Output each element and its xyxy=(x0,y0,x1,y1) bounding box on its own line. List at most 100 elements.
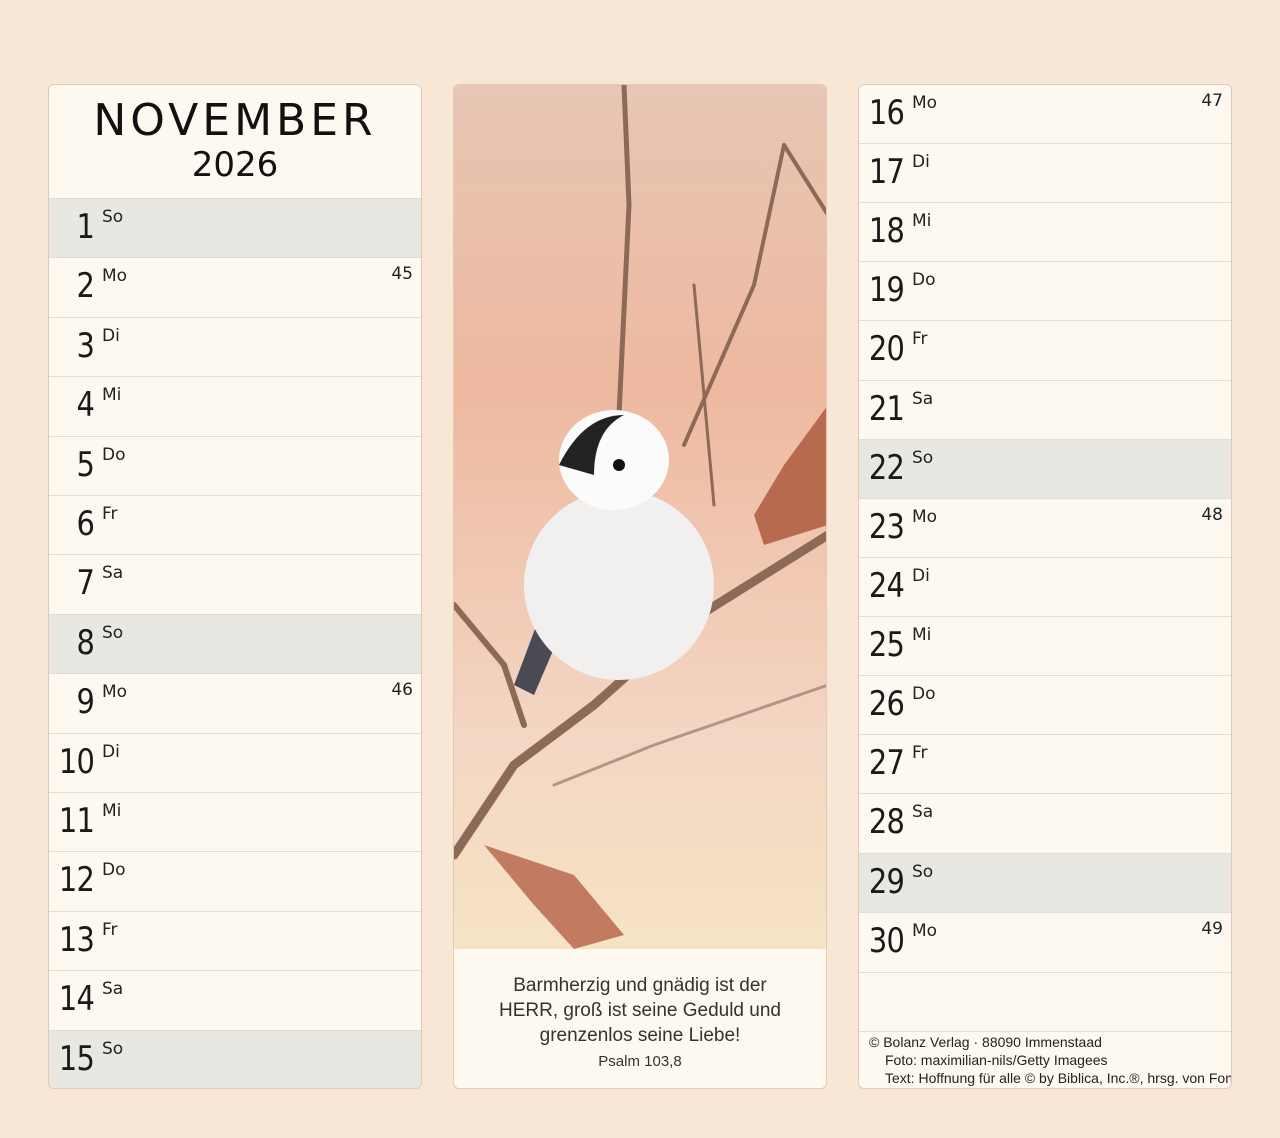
weekday: So xyxy=(102,622,124,643)
day-number: 30 xyxy=(868,920,905,961)
day-row: 12 Do xyxy=(49,851,421,910)
weekday: Do xyxy=(912,270,936,291)
credit-line: Foto: maximilian-nils/Getty Imagees xyxy=(885,1051,1108,1068)
day-number: 28 xyxy=(868,802,905,843)
day-row: 21 Sa xyxy=(859,379,1231,439)
week-number: 49 xyxy=(1201,918,1223,939)
day-number: 22 xyxy=(868,447,905,488)
weekday: Mo xyxy=(102,682,128,703)
day-row: 27 Fr xyxy=(859,734,1231,793)
day-number: 6 xyxy=(76,504,94,544)
day-row: 29 So xyxy=(859,852,1231,912)
day-number: 16 xyxy=(868,93,905,133)
weekday: So xyxy=(912,447,934,468)
weekday: Mi xyxy=(912,211,932,232)
weekday: Sa xyxy=(102,979,124,1000)
weekday: Do xyxy=(102,860,126,881)
day-row: 25 Mi xyxy=(859,616,1231,675)
day-row: 24 Di xyxy=(859,556,1231,616)
day-number: 21 xyxy=(868,388,905,429)
day-row: 2 Mo 45 xyxy=(49,257,421,316)
day-number: 19 xyxy=(868,270,905,311)
weekday: Mi xyxy=(102,385,122,406)
quote-box: Barmherzig und gnädig ist der HERR, groß … xyxy=(454,949,826,1088)
day-number: 29 xyxy=(868,861,905,902)
left-panel: NOVEMBER 2026 1 So 2 Mo 45 3 Di 4 Mi 5 Do 6 Fr 7 Sa 8 So… xyxy=(48,84,422,1089)
day-row: 30 Mo 49 xyxy=(859,911,1231,971)
day-number: 3 xyxy=(76,325,94,366)
day-number: 14 xyxy=(58,979,95,1020)
day-number: 15 xyxy=(58,1038,95,1079)
day-row: 23 Mo 48 xyxy=(859,497,1231,557)
day-row: 15 So xyxy=(49,1029,421,1088)
day-number: 25 xyxy=(868,625,905,666)
week-number: 47 xyxy=(1201,91,1223,111)
weekday: Sa xyxy=(102,563,124,584)
day-number: 5 xyxy=(76,444,94,485)
day-row: 10 Di xyxy=(49,732,421,792)
day-number: 24 xyxy=(868,565,905,606)
day-row: 7 Sa xyxy=(49,554,421,613)
day-number: 26 xyxy=(868,684,905,725)
day-number: 12 xyxy=(58,860,95,901)
day-row: 14 Sa xyxy=(49,970,421,1029)
day-number: 7 xyxy=(76,563,94,604)
day-number: 4 xyxy=(76,385,94,426)
photo-panel: Barmherzig und gnädig ist der HERR, groß … xyxy=(453,84,827,1089)
day-row: 13 Fr xyxy=(49,910,421,970)
day-number: 20 xyxy=(868,329,905,370)
day-number: 1 xyxy=(76,207,94,247)
weekday: Di xyxy=(912,565,930,586)
day-row: 11 Mi xyxy=(49,792,421,851)
weekday: Di xyxy=(102,325,120,346)
right-panel: 16 Mo 47 17 Di 18 Mi 19 Do 20 Fr 21 Sa 22 So 23 Mo 48 24 Di… xyxy=(858,84,1232,1089)
credit-line: Text: Hoffnung für alle © by Biblica, In… xyxy=(885,1069,1232,1086)
quote-line: Barmherzig und gnädig ist der xyxy=(513,975,767,996)
weekday: Mi xyxy=(912,625,932,646)
day-number: 27 xyxy=(868,743,905,784)
day-row: 17 Di xyxy=(859,143,1231,202)
week-number: 46 xyxy=(391,680,413,701)
weekday: Sa xyxy=(912,388,934,409)
weekday: Fr xyxy=(102,504,118,524)
weekday: Mo xyxy=(102,266,128,287)
weekday: Sa xyxy=(912,802,934,823)
day-row: 4 Mi xyxy=(49,376,421,435)
day-row: 18 Mi xyxy=(859,202,1231,261)
weekday: Mo xyxy=(912,920,938,941)
quote-line: grenzenlos seine Liebe! xyxy=(539,1025,741,1046)
day-row: 26 Do xyxy=(859,675,1231,734)
day-row: 9 Mo 46 xyxy=(49,673,421,732)
weekday: Fr xyxy=(912,329,928,350)
day-row: 6 Fr xyxy=(49,495,421,554)
day-row: 8 So xyxy=(49,613,421,674)
weekday: So xyxy=(102,207,124,227)
empty-row xyxy=(859,971,1231,1031)
photo xyxy=(454,85,826,949)
week-number: 48 xyxy=(1201,504,1223,525)
day-row: 5 Do xyxy=(49,435,421,495)
weekday: Do xyxy=(102,444,126,465)
day-number: 8 xyxy=(76,622,94,663)
day-row: 20 Fr xyxy=(859,320,1231,379)
weekday: So xyxy=(912,861,934,882)
weekday: So xyxy=(102,1038,124,1059)
weekday: Fr xyxy=(912,743,928,764)
week-number: 45 xyxy=(391,264,413,285)
day-row: 19 Do xyxy=(859,261,1231,320)
weekday: Di xyxy=(912,152,930,173)
day-number: 2 xyxy=(76,266,94,307)
weekday: Mi xyxy=(102,801,122,821)
day-number: 13 xyxy=(58,919,95,960)
quote-source: Psalm 103,8 xyxy=(598,1053,682,1070)
day-row: 1 So xyxy=(49,198,421,258)
day-row: 28 Sa xyxy=(859,793,1231,852)
weekday: Do xyxy=(912,684,936,705)
credit-line: © Bolanz Verlag · 88090 Immenstaad xyxy=(869,1033,1102,1050)
month: NOVEMBER xyxy=(93,95,377,146)
day-row: 22 So xyxy=(859,438,1231,498)
day-number: 9 xyxy=(76,682,94,723)
weekday: Di xyxy=(102,741,120,762)
day-row: 16 Mo 47 xyxy=(859,85,1231,143)
weekday: Mo xyxy=(912,93,938,113)
